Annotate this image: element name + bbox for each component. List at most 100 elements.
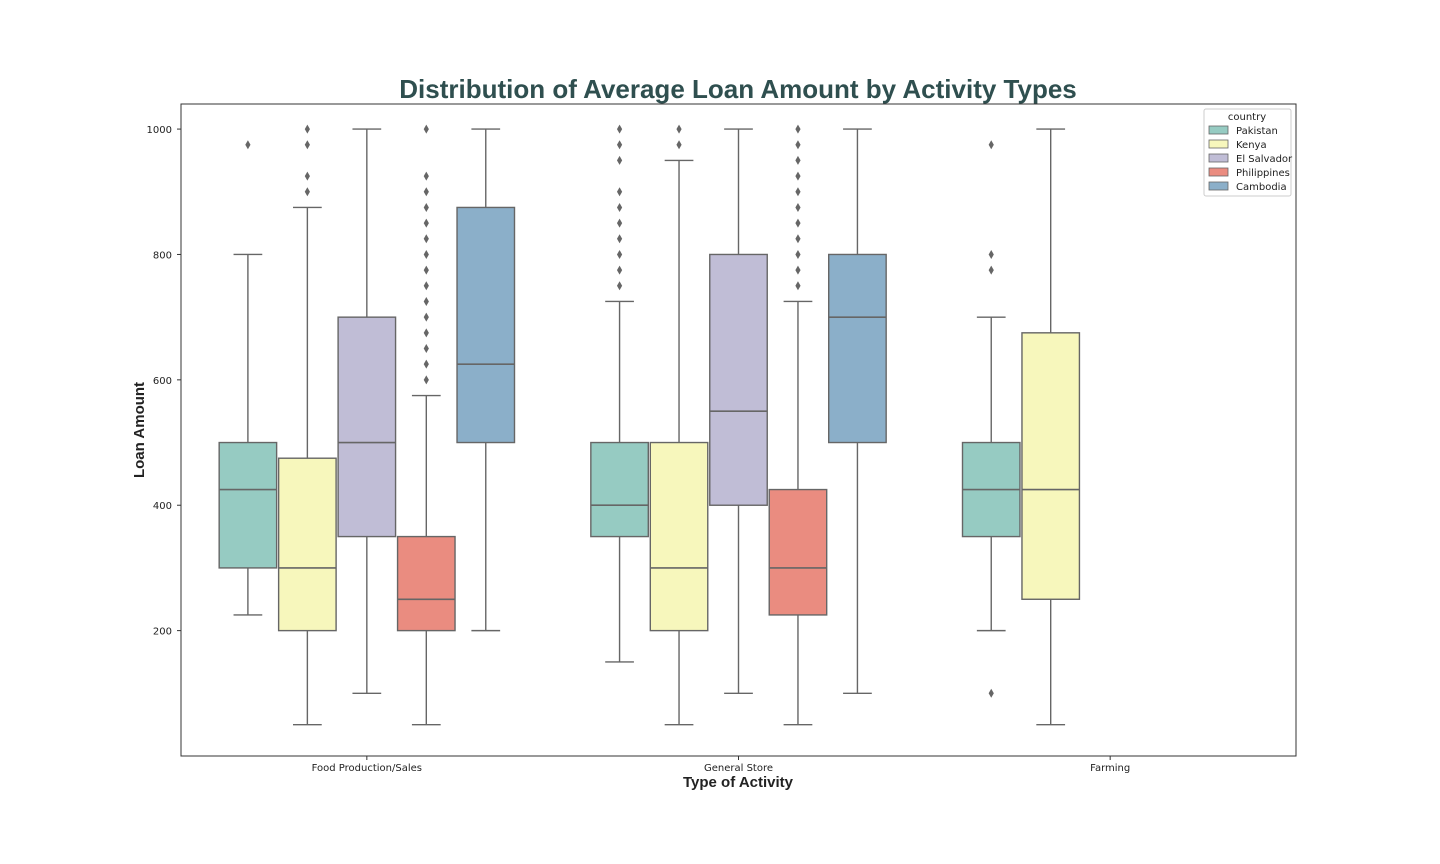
- chart-title: Distribution of Average Loan Amount by A…: [399, 74, 1077, 104]
- box-0-2: [337, 128, 397, 695]
- outlier-point: [988, 265, 994, 275]
- y-tick-label: 400: [153, 501, 172, 512]
- outlier-point: [423, 265, 429, 275]
- outlier-point: [423, 281, 429, 291]
- outlier-point: [676, 124, 682, 134]
- box-0-3: [396, 124, 456, 726]
- legend-label: Pakistan: [1236, 126, 1278, 137]
- outlier-point: [616, 124, 623, 134]
- box-iqr: [396, 535, 456, 632]
- legend-swatch: [1208, 181, 1229, 191]
- outlier-point: [423, 375, 429, 385]
- x-tick-label: Farming: [1090, 763, 1130, 774]
- legend-item: El Salvador: [1208, 153, 1293, 165]
- outlier-point: [676, 140, 682, 150]
- outlier-point: [795, 202, 801, 212]
- outlier-point: [616, 265, 623, 275]
- box-2-0: [961, 140, 1021, 698]
- legend-item: Kenya: [1208, 139, 1267, 151]
- boxes-layer: [218, 124, 1081, 726]
- box-0-4: [456, 128, 516, 632]
- legend-swatch: [1208, 153, 1229, 163]
- outlier-point: [795, 140, 801, 150]
- box-1-0: [590, 124, 649, 663]
- legend-swatch: [1208, 139, 1229, 149]
- box-1-1: [649, 124, 709, 726]
- box-iqr: [709, 253, 768, 506]
- x-tick-label: General Store: [704, 763, 773, 774]
- outlier-point: [423, 234, 429, 244]
- x-tick-label: Food Production/Sales: [312, 763, 422, 774]
- outlier-point: [423, 344, 429, 353]
- outlier-point: [795, 218, 801, 228]
- outlier-point: [616, 249, 623, 259]
- y-axis-label: Loan Amount: [131, 382, 148, 478]
- legend-item: Philippines: [1208, 167, 1290, 179]
- y-tick-label: 800: [153, 250, 172, 261]
- outlier-point: [423, 171, 429, 181]
- box-iqr: [1021, 332, 1081, 600]
- outlier-point: [304, 124, 310, 134]
- outlier-point: [988, 140, 994, 150]
- outlier-point: [423, 312, 429, 322]
- outlier-point: [245, 140, 251, 150]
- outlier-point: [304, 187, 310, 197]
- legend-swatch: [1208, 125, 1229, 135]
- y-tick-label: 200: [153, 627, 172, 638]
- box-1-2: [709, 128, 768, 695]
- y-tick-label: 600: [153, 376, 172, 387]
- legend-label: Cambodia: [1236, 182, 1287, 193]
- box-0-0: [218, 140, 278, 616]
- outlier-point: [423, 187, 429, 197]
- legend-swatch: [1208, 167, 1229, 177]
- legend-item: Cambodia: [1208, 181, 1287, 193]
- outlier-point: [795, 249, 801, 259]
- outlier-point: [616, 187, 623, 197]
- box-iqr: [277, 457, 337, 632]
- outlier-point: [795, 124, 801, 134]
- outlier-point: [616, 155, 623, 165]
- legend-title: country: [1228, 112, 1266, 123]
- legend: country Pakistan Kenya El Salvador Philippi…: [1203, 108, 1293, 197]
- outlier-point: [423, 359, 429, 369]
- box-1-3: [768, 124, 828, 726]
- outlier-point: [795, 234, 801, 244]
- box-iqr: [768, 488, 828, 616]
- legend-label: Kenya: [1236, 140, 1267, 151]
- outlier-point: [795, 155, 801, 165]
- legend-item: Pakistan: [1208, 125, 1278, 137]
- outlier-point: [988, 249, 994, 259]
- outlier-point: [795, 265, 801, 275]
- box-iqr: [649, 441, 709, 632]
- outlier-point: [616, 202, 623, 212]
- legend-label: El Salvador: [1236, 154, 1293, 165]
- x-axis-ticks: Food Production/Sales General Store Farmin…: [312, 756, 1130, 774]
- box-iqr: [337, 316, 397, 538]
- outlier-point: [616, 140, 623, 150]
- y-axis-ticks: 200 400 600 800 1000: [147, 125, 181, 638]
- box-0-1: [277, 124, 337, 726]
- legend-label: Philippines: [1236, 168, 1290, 179]
- outlier-point: [795, 171, 801, 181]
- box-1-4: [828, 128, 887, 695]
- outlier-point: [616, 281, 623, 291]
- box-iqr: [828, 253, 887, 444]
- box-iqr: [218, 441, 278, 569]
- x-axis-label: Type of Activity: [683, 774, 794, 791]
- box-iqr: [456, 206, 516, 444]
- outlier-point: [304, 140, 310, 150]
- outlier-point: [616, 234, 623, 244]
- y-tick-label: 1000: [147, 125, 172, 136]
- outlier-point: [423, 328, 429, 338]
- outlier-point: [423, 249, 429, 259]
- box-2-1: [1021, 128, 1081, 726]
- box-iqr: [590, 441, 649, 538]
- outlier-point: [423, 124, 429, 134]
- outlier-point: [988, 688, 994, 698]
- outlier-point: [616, 218, 623, 228]
- outlier-point: [423, 202, 429, 212]
- outlier-point: [795, 281, 801, 291]
- outlier-point: [795, 187, 801, 197]
- outlier-point: [423, 218, 429, 228]
